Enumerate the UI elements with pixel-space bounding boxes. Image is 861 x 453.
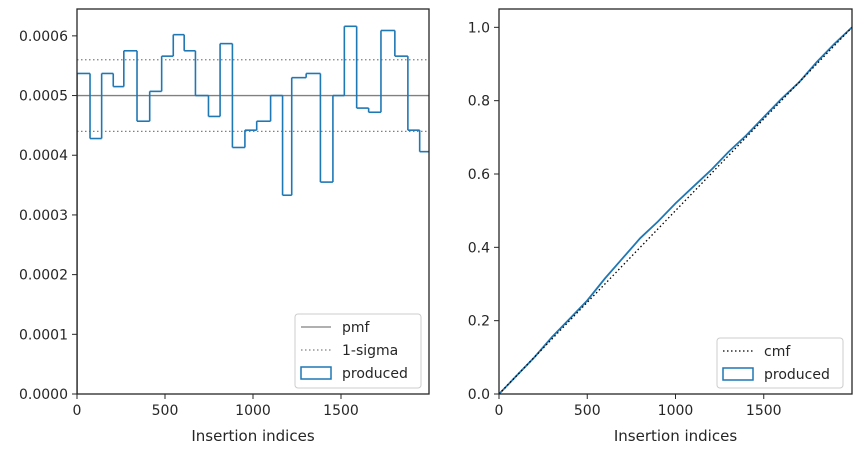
left-x-tick-label: 500	[152, 403, 179, 419]
left-legend-label: produced	[342, 366, 408, 382]
left-legend-label: pmf	[342, 320, 371, 336]
cmf-line	[499, 26, 852, 394]
right-plot-area	[499, 26, 852, 394]
right-y-tick-label: 0.0	[468, 387, 490, 403]
right-y-tick-label: 1.0	[468, 20, 490, 36]
produced-cmf-point	[763, 116, 765, 118]
left-legend-box	[294, 313, 422, 389]
right-panel-cmf-plot: 0 500 1000 1500 0.0 0.2 0.4 0.6 0.8 1.0 Insertion …	[468, 8, 853, 445]
left-y-tick-label: 0.0004	[19, 148, 68, 164]
right-y-tick-label: 0.8	[468, 94, 490, 110]
left-x-tick-label: 1000	[235, 403, 271, 419]
left-legend-produced-patch	[300, 366, 332, 380]
left-x-axis-label: Insertion indices	[191, 427, 314, 445]
left-y-tick-label: 0.0005	[19, 89, 68, 105]
left-y-tick-label: 0.0000	[19, 387, 68, 403]
produced-cmf-point	[674, 202, 677, 204]
produced-cmf-point	[816, 61, 818, 63]
right-y-tick-label: 0.4	[468, 240, 490, 256]
right-x-tick-label: 1000	[658, 403, 694, 419]
right-x-tick-label: 1500	[746, 403, 782, 419]
produced-cmf-point	[586, 299, 588, 302]
produced-cmf-point	[727, 151, 730, 153]
left-y-tick-label: 0.0002	[19, 268, 68, 284]
right-y-tick-label: 0.2	[468, 314, 490, 330]
produced-cmf-point	[780, 98, 783, 100]
produced-cmf-point	[657, 221, 659, 223]
right-x-tick-label: 500	[574, 403, 601, 419]
produced-cmf-point	[569, 318, 571, 320]
left-plot-area	[77, 25, 429, 394]
produced-cmf-point	[621, 257, 624, 259]
left-panel-pmf-histogram: 0 500 1000 1500 0.0000 0.0001 0.0002 0.0003 0.00…	[19, 8, 430, 445]
right-legend-produced-patch	[722, 367, 754, 381]
left-x-tick-label: 0	[73, 403, 82, 419]
right-legend-label: cmf	[764, 344, 791, 360]
left-y-tick-label: 0.0001	[19, 327, 68, 343]
produced-cmf-point	[604, 277, 606, 280]
right-axes-frame	[498, 8, 853, 395]
right-legend-label: produced	[764, 367, 830, 383]
left-legend-label: 1-sigma	[342, 343, 398, 359]
produced-cmf-point	[639, 237, 641, 239]
left-axes-frame	[76, 8, 430, 395]
produced-cmf-point	[533, 356, 535, 358]
right-x-tick-label: 0	[495, 403, 504, 419]
left-y-tick-label: 0.0006	[19, 29, 68, 45]
produced-cmf-point	[710, 169, 712, 171]
right-y-tick-label: 0.6	[468, 167, 490, 183]
produced-cmf-point	[692, 186, 694, 188]
produced-cmf-point	[745, 134, 747, 137]
produced-cmf-point	[551, 336, 553, 338]
left-x-tick-label: 1500	[323, 403, 359, 419]
left-y-tick-label: 0.0003	[19, 208, 68, 224]
produced-cmf-point	[833, 43, 835, 45]
right-x-axis-label: Insertion indices	[614, 427, 737, 445]
